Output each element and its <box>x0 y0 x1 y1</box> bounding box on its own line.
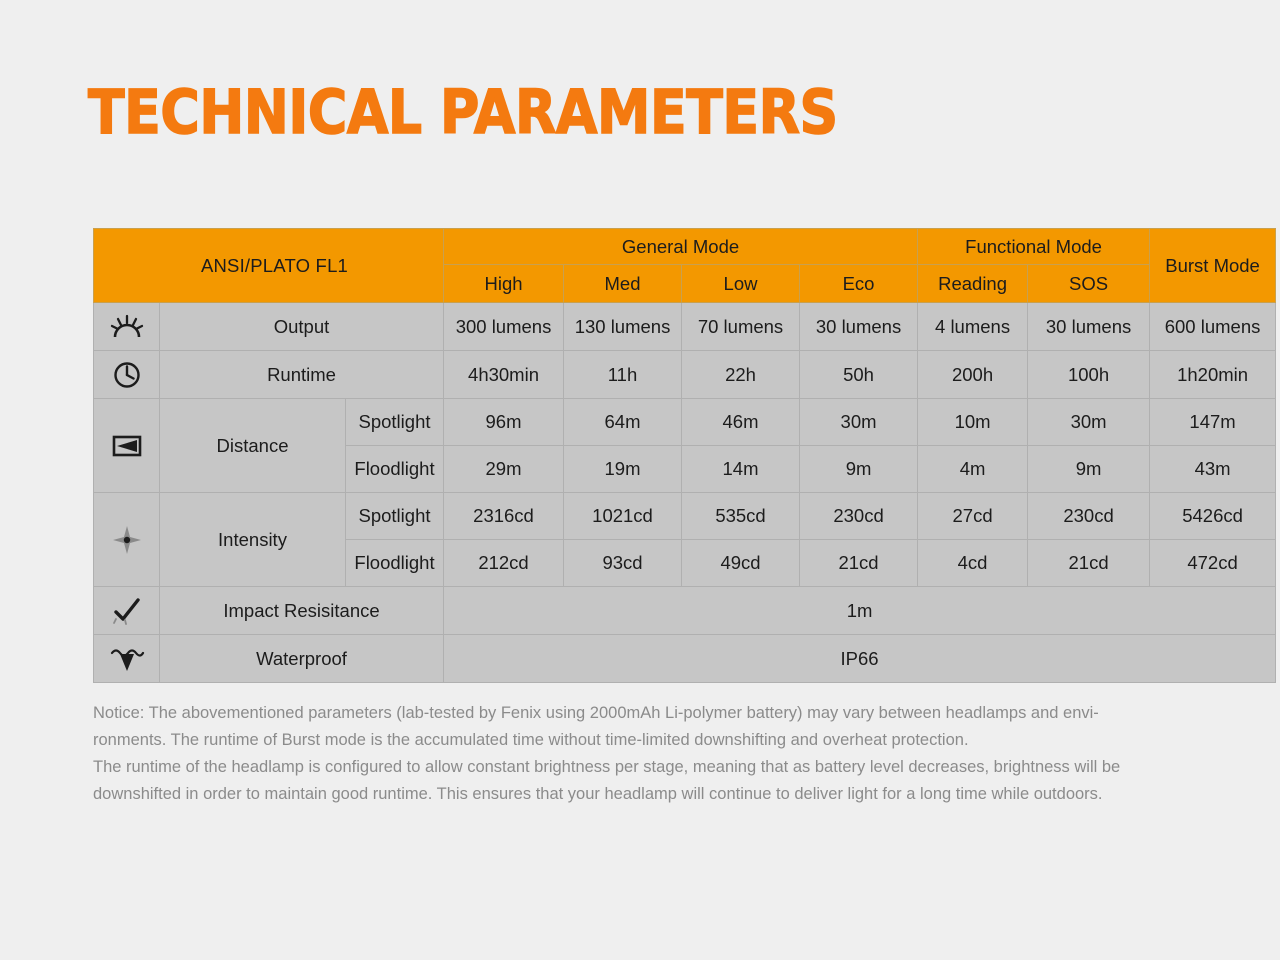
cell-intensity-floodlight-sos: 21cd <box>1027 539 1151 587</box>
cell-intensity-floodlight-med: 93cd <box>563 539 683 587</box>
row-label-waterproof: Waterproof <box>158 634 445 683</box>
cell-runtime-med: 11h <box>563 350 683 399</box>
water-icon <box>93 634 160 683</box>
spec-table: ANSI/PLATO FL1 General Mode Functional M… <box>92 228 1277 683</box>
row-label-runtime: Runtime <box>158 350 445 399</box>
sub-label-distance-spotlight: Spotlight <box>344 398 445 446</box>
page-title: TECHNICAL PARAMETERS <box>87 77 839 149</box>
header-mode-eco: Eco <box>799 264 919 303</box>
table-row-distance-spotlight: Distance Spotlight 96m 64m 46m 30m 10m 3… <box>93 398 1277 493</box>
cell-runtime-burst: 1h20min <box>1149 350 1277 399</box>
header-group-row: ANSI/PLATO FL1 General Mode Functional M… <box>92 228 1277 303</box>
header-group-burst-mode: Burst Mode <box>1149 228 1277 303</box>
cell-runtime-reading: 200h <box>917 350 1029 399</box>
sub-label-intensity-floodlight: Floodlight <box>344 539 445 587</box>
cell-output-burst: 600 lumens <box>1149 302 1277 351</box>
header-mode-low: Low <box>681 264 801 303</box>
cell-distance-floodlight-eco: 9m <box>799 445 919 493</box>
cell-distance-spotlight-low: 46m <box>681 398 801 446</box>
cell-distance-floodlight-sos: 9m <box>1027 445 1151 493</box>
notice-line-4: downshifted in order to maintain good ru… <box>93 785 1103 803</box>
cell-intensity-spotlight-eco: 230cd <box>799 492 919 540</box>
cell-output-low: 70 lumens <box>681 302 801 351</box>
sub-label-intensity-spotlight: Spotlight <box>344 492 445 540</box>
cell-intensity-floodlight-eco: 21cd <box>799 539 919 587</box>
notice-line-2: ronments. The runtime of Burst mode is t… <box>93 731 969 749</box>
table-row-waterproof: Waterproof IP66 <box>93 634 1277 683</box>
notice-line-3: The runtime of the headlamp is configure… <box>93 758 1121 776</box>
cell-output-reading: 4 lumens <box>917 302 1029 351</box>
cell-distance-spotlight-eco: 30m <box>799 398 919 446</box>
cell-distance-spotlight-reading: 10m <box>917 398 1029 446</box>
notice-block: Notice: The abovementioned parameters (l… <box>93 700 1191 808</box>
cell-distance-floodlight-burst: 43m <box>1149 445 1277 493</box>
table-row-intensity-floodlight: Floodlight 212cd 93cd 49cd 21cd 4cd 21cd… <box>94 539 1277 587</box>
cell-distance-floodlight-med: 19m <box>563 445 683 493</box>
cell-distance-spotlight-high: 96m <box>443 398 565 446</box>
checkmark-icon <box>93 586 160 635</box>
sub-label-distance-floodlight: Floodlight <box>344 445 445 493</box>
cell-intensity-spotlight-burst: 5426cd <box>1149 492 1277 540</box>
table-row-output: Output 300 lumens 130 lumens 70 lumens 3… <box>93 302 1277 351</box>
cell-runtime-high: 4h30min <box>443 350 565 399</box>
header-group-general-mode: General Mode <box>443 228 919 265</box>
cell-output-sos: 30 lumens <box>1027 302 1151 351</box>
row-label-intensity: Intensity <box>159 492 346 587</box>
cell-intensity-spotlight-high: 2316cd <box>443 492 565 540</box>
cell-distance-spotlight-burst: 147m <box>1149 398 1277 446</box>
cell-impact-resistance-value: 1m <box>443 586 1277 635</box>
corner-label: ANSI/PLATO FL1 <box>92 228 445 303</box>
header-mode-reading: Reading <box>917 264 1029 303</box>
cell-intensity-spotlight-low: 535cd <box>681 492 801 540</box>
cell-intensity-spotlight-reading: 27cd <box>917 492 1029 540</box>
row-label-output: Output <box>158 302 445 351</box>
sunburst-icon <box>93 302 160 351</box>
cell-intensity-floodlight-burst: 472cd <box>1149 539 1277 587</box>
cell-distance-floodlight-reading: 4m <box>917 445 1029 493</box>
table-row-distance-floodlight: Floodlight 29m 19m 14m 9m 4m 9m 43m <box>94 445 1277 493</box>
cell-intensity-spotlight-sos: 230cd <box>1027 492 1151 540</box>
cell-runtime-sos: 100h <box>1027 350 1151 399</box>
header-group-functional-mode: Functional Mode <box>917 228 1151 265</box>
header-mode-high: High <box>443 264 565 303</box>
cell-runtime-low: 22h <box>681 350 801 399</box>
spec-table-container: ANSI/PLATO FL1 General Mode Functional M… <box>92 228 1277 683</box>
cell-distance-spotlight-med: 64m <box>563 398 683 446</box>
header-mode-med: Med <box>563 264 683 303</box>
cell-distance-floodlight-low: 14m <box>681 445 801 493</box>
cell-output-eco: 30 lumens <box>799 302 919 351</box>
cell-distance-floodlight-high: 29m <box>443 445 565 493</box>
cell-intensity-spotlight-med: 1021cd <box>563 492 683 540</box>
cell-intensity-floodlight-high: 212cd <box>443 539 565 587</box>
row-label-impact-resistance: Impact Resisitance <box>158 586 445 635</box>
cell-waterproof-value: IP66 <box>443 634 1277 683</box>
clock-icon <box>93 350 160 399</box>
cell-distance-spotlight-sos: 30m <box>1027 398 1151 446</box>
beam-icon <box>93 398 160 493</box>
table-row-intensity-spotlight: Intensity Spotlight 2316cd 1021cd 535cd … <box>93 492 1277 587</box>
cell-intensity-floodlight-low: 49cd <box>681 539 801 587</box>
header-mode-sos: SOS <box>1027 264 1151 303</box>
row-label-distance: Distance <box>159 398 346 493</box>
table-row-runtime: Runtime 4h30min 11h 22h 50h 200h 100h 1h… <box>93 350 1277 399</box>
cell-runtime-eco: 50h <box>799 350 919 399</box>
cell-output-med: 130 lumens <box>563 302 683 351</box>
cell-output-high: 300 lumens <box>443 302 565 351</box>
header-mode-row: High Med Low Eco Reading SOS <box>94 264 1276 303</box>
notice-line-1: Notice: The abovementioned parameters (l… <box>93 704 1099 722</box>
crosshair-icon <box>93 492 160 587</box>
cell-intensity-floodlight-reading: 4cd <box>917 539 1029 587</box>
table-row-impact-resistance: Impact Resisitance 1m <box>93 586 1277 635</box>
